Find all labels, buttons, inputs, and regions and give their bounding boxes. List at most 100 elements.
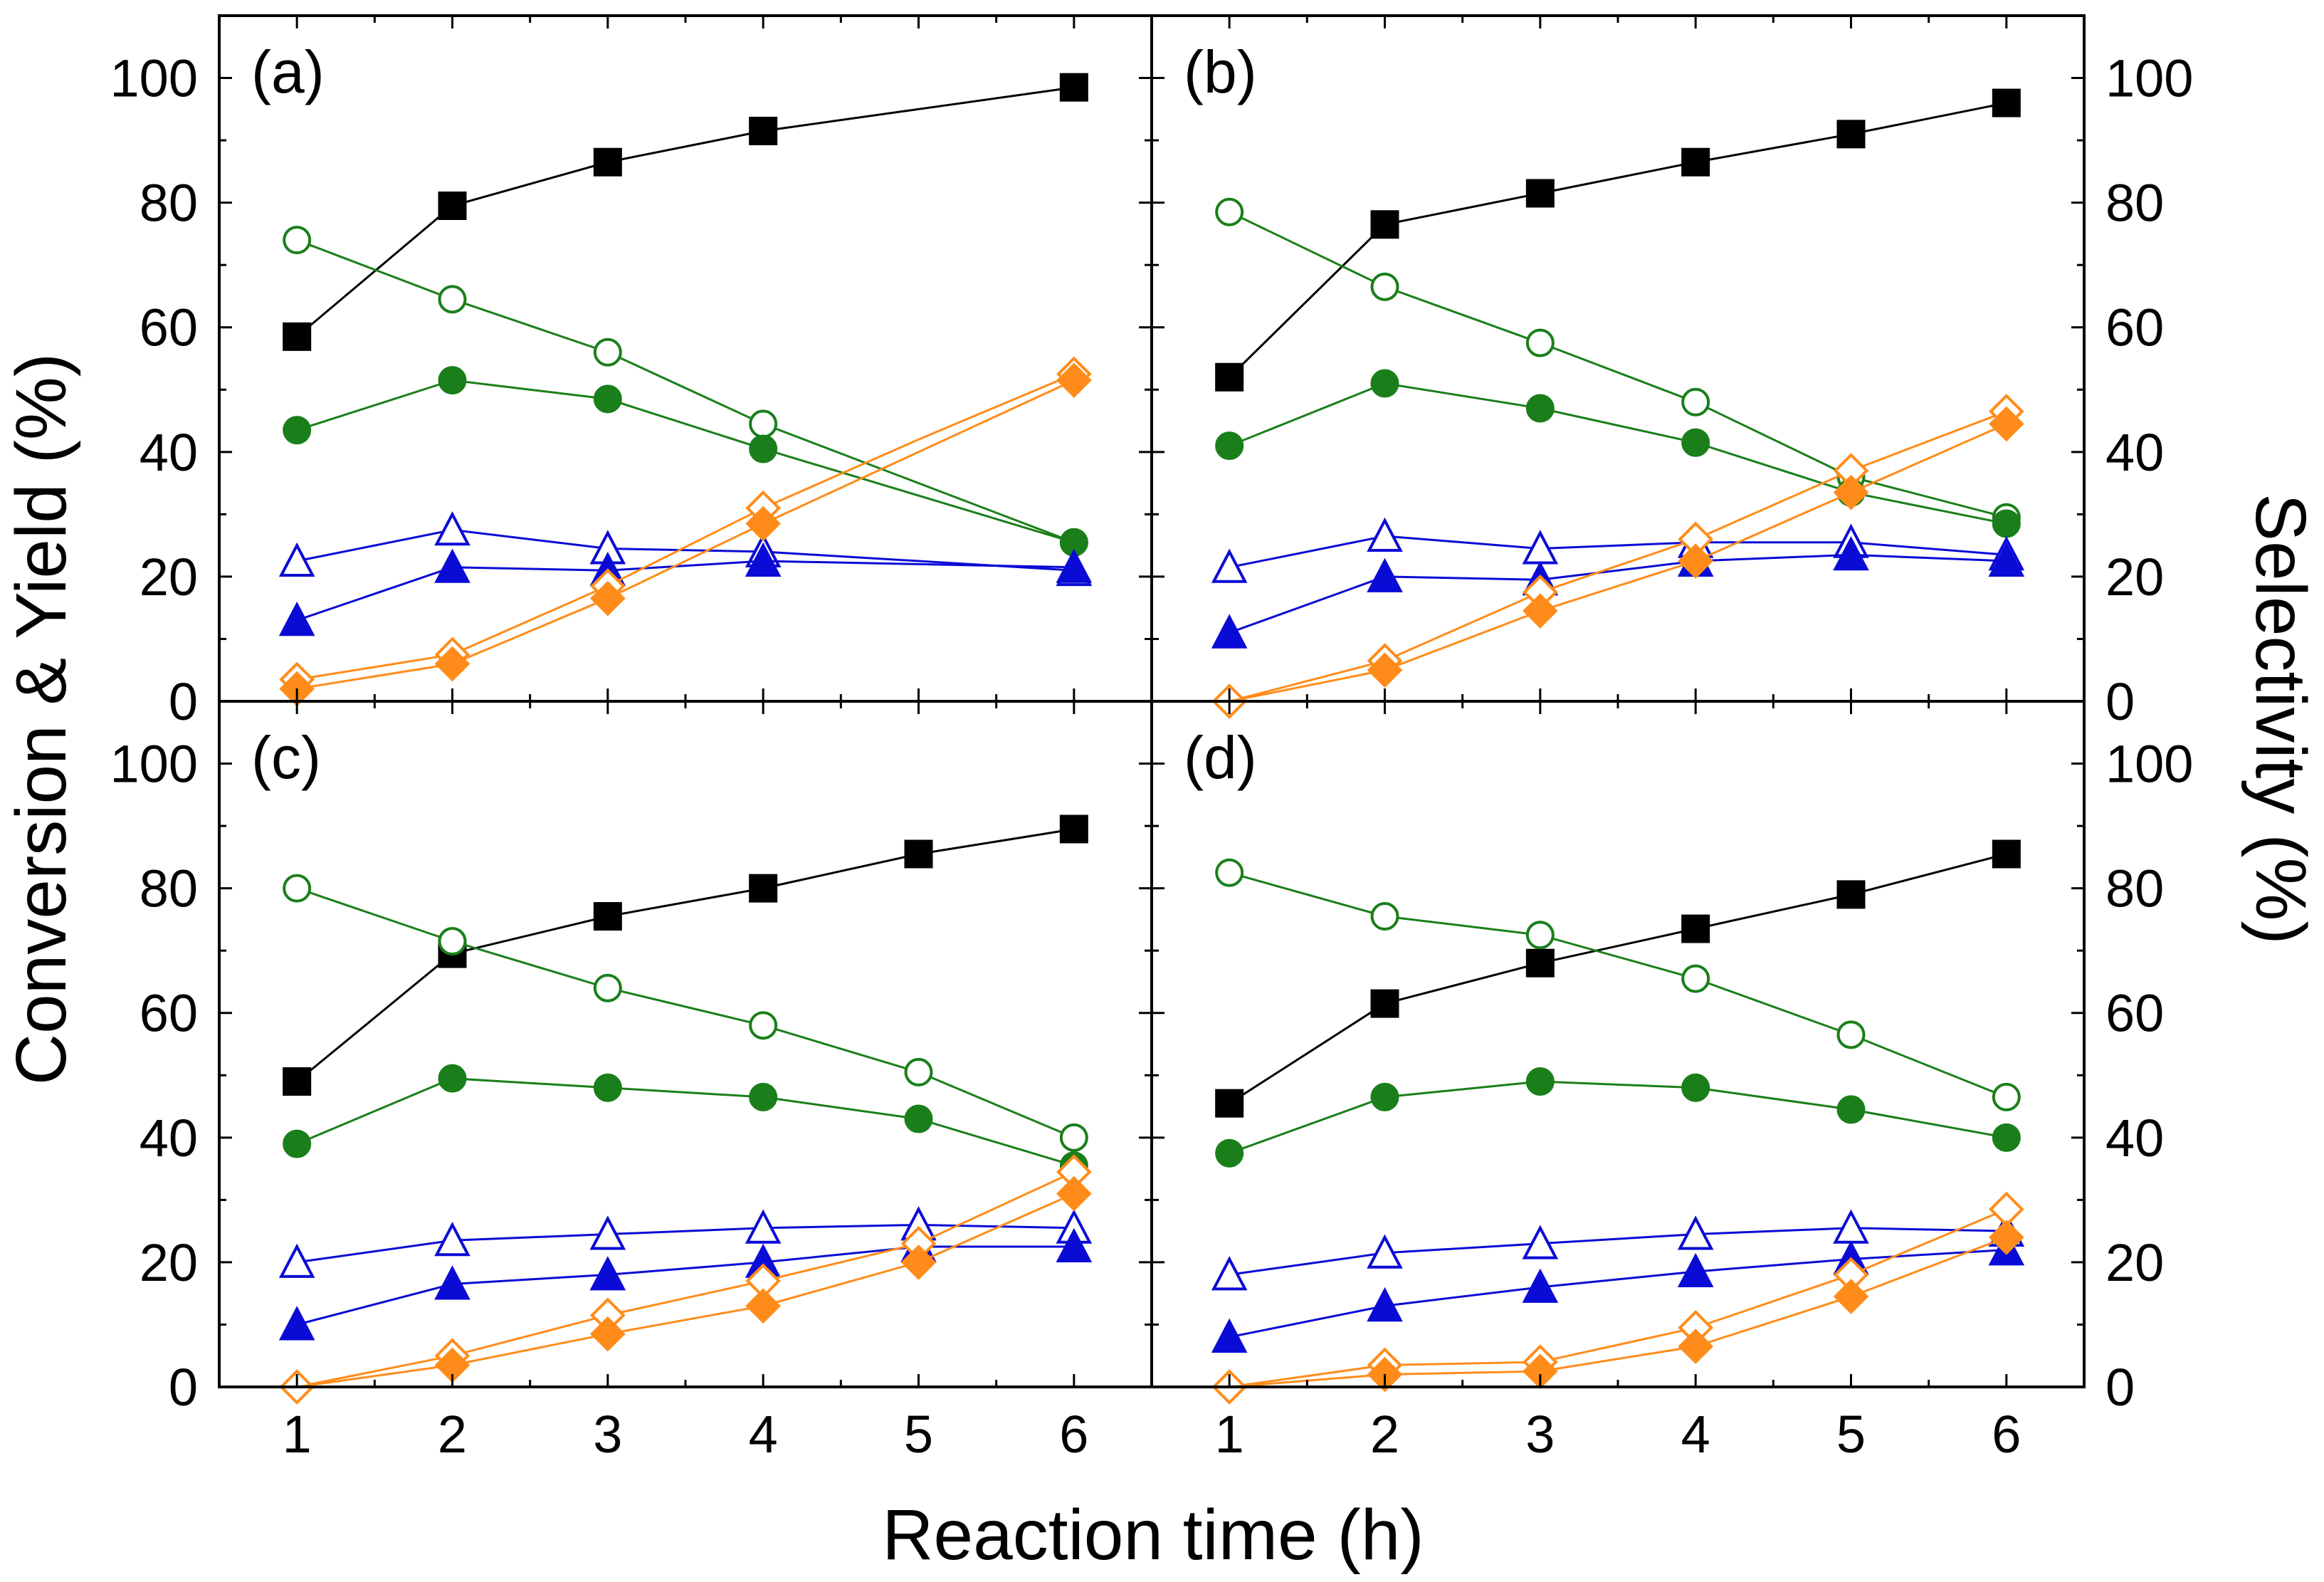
data-point [749, 434, 778, 463]
series-line [296, 1193, 1075, 1388]
data-point [1215, 431, 1244, 461]
y-axis-title-left: Conversion & Yield (%) [1, 353, 81, 1085]
y-tick-label-left: 0 [169, 672, 198, 731]
series-line [1229, 871, 2007, 1099]
data-point [1525, 179, 1555, 208]
y-tick-label-right: 80 [2105, 174, 2164, 233]
data-point [1211, 614, 1248, 649]
series-black-filled-square [283, 73, 1088, 351]
data-point [278, 1243, 315, 1278]
series-line [1229, 1080, 2007, 1155]
data-point [1988, 542, 2025, 577]
data-point [1215, 362, 1244, 392]
data-point [1678, 543, 1713, 579]
data-point [1215, 858, 1244, 887]
y-tick-label-left: 100 [110, 735, 198, 794]
series-line [296, 379, 1075, 544]
data-point [1833, 1279, 1869, 1314]
data-point [1523, 593, 1558, 629]
data-point [1992, 1082, 2021, 1111]
ticks-panel-2 [1152, 14, 2084, 703]
data-point [278, 601, 315, 637]
x-tick-label: 3 [593, 1405, 622, 1464]
data-point [1522, 1225, 1559, 1259]
series-orange-filled-diamond [279, 362, 1092, 707]
y-tick-label-right: 60 [2105, 298, 2164, 357]
series-line [1229, 1236, 2007, 1388]
x-axis-title: Reaction time (h) [882, 1495, 1424, 1575]
data-point [1059, 73, 1088, 102]
series-line [1229, 423, 2007, 703]
data-point [283, 322, 312, 351]
series-green-open-circle [283, 874, 1088, 1152]
data-point [589, 1256, 626, 1291]
x-tick-label: 2 [1370, 1405, 1399, 1464]
data-point [1211, 548, 1248, 583]
data-point [1677, 1215, 1714, 1250]
data-point [1525, 394, 1555, 423]
data-point [1681, 428, 1710, 457]
data-point [1056, 1175, 1092, 1212]
y-tick-label-right: 60 [2105, 984, 2164, 1043]
series-orange-open-diamond [1211, 1191, 2024, 1405]
data-point [283, 874, 312, 903]
data-point [1056, 362, 1092, 398]
data-point [1992, 839, 2021, 869]
data-point [278, 1306, 315, 1341]
y-tick-label-right: 100 [2105, 735, 2193, 794]
series-line [296, 528, 1074, 572]
series-orange-filled-diamond [1229, 406, 2024, 703]
data-point [1525, 921, 1555, 950]
axes-group: 0204060801000204060801000204060801000204… [110, 14, 2193, 1464]
series-orange-filled-diamond [296, 1175, 1092, 1388]
x-tick-label: 6 [1992, 1405, 2021, 1464]
data-point [438, 366, 467, 395]
data-point [1211, 1256, 1248, 1291]
series-black-filled-square [1215, 88, 2021, 392]
series-black-filled-square [283, 814, 1088, 1096]
series-green-filled-circle [283, 1064, 1088, 1180]
data-point [749, 409, 778, 439]
data-point [434, 1221, 470, 1257]
data-point [438, 192, 467, 221]
ticks-panel-1 [219, 14, 1152, 703]
ticks-panel-4 [1152, 700, 2084, 1388]
data-point [1525, 328, 1555, 357]
data-point [1833, 474, 1869, 510]
data-point [593, 147, 622, 177]
series-line [1229, 1248, 2007, 1339]
data-point [1367, 1234, 1403, 1269]
data-point [1370, 1082, 1399, 1111]
y-tick-label-left: 40 [140, 423, 198, 482]
y-axis-title-right: Selectivity (%) [2241, 493, 2320, 944]
y-tick-label-left: 100 [110, 49, 198, 108]
x-tick-label: 1 [283, 1405, 312, 1464]
data-point [1059, 814, 1088, 844]
series-line [296, 560, 1074, 622]
data-point [1215, 1138, 1244, 1168]
x-tick-label: 6 [1059, 1405, 1088, 1464]
data-point [1211, 1318, 1248, 1353]
data-point [1678, 1329, 1713, 1364]
series-line [296, 1077, 1075, 1167]
series-line [1229, 382, 2007, 525]
x-tick-label: 2 [438, 1405, 467, 1464]
data-point [1056, 548, 1093, 583]
data-point [1525, 1067, 1555, 1096]
panel-c: (c) [251, 724, 1093, 1405]
panel-label: (d) [1184, 724, 1257, 791]
data-point [1992, 1123, 2021, 1152]
series-line [296, 887, 1075, 1139]
series-green-filled-circle [283, 366, 1088, 557]
y-tick-label-left: 60 [140, 298, 198, 357]
series-blue-open-triangle [278, 1206, 1093, 1278]
data-point [1056, 1227, 1093, 1263]
data-point [1681, 1073, 1710, 1102]
data-point [1989, 406, 2024, 442]
y-tick-label-right: 20 [2105, 548, 2164, 607]
data-point [593, 337, 622, 367]
data-point [749, 1082, 778, 1111]
data-point [904, 1057, 933, 1086]
data-point [283, 1067, 312, 1096]
